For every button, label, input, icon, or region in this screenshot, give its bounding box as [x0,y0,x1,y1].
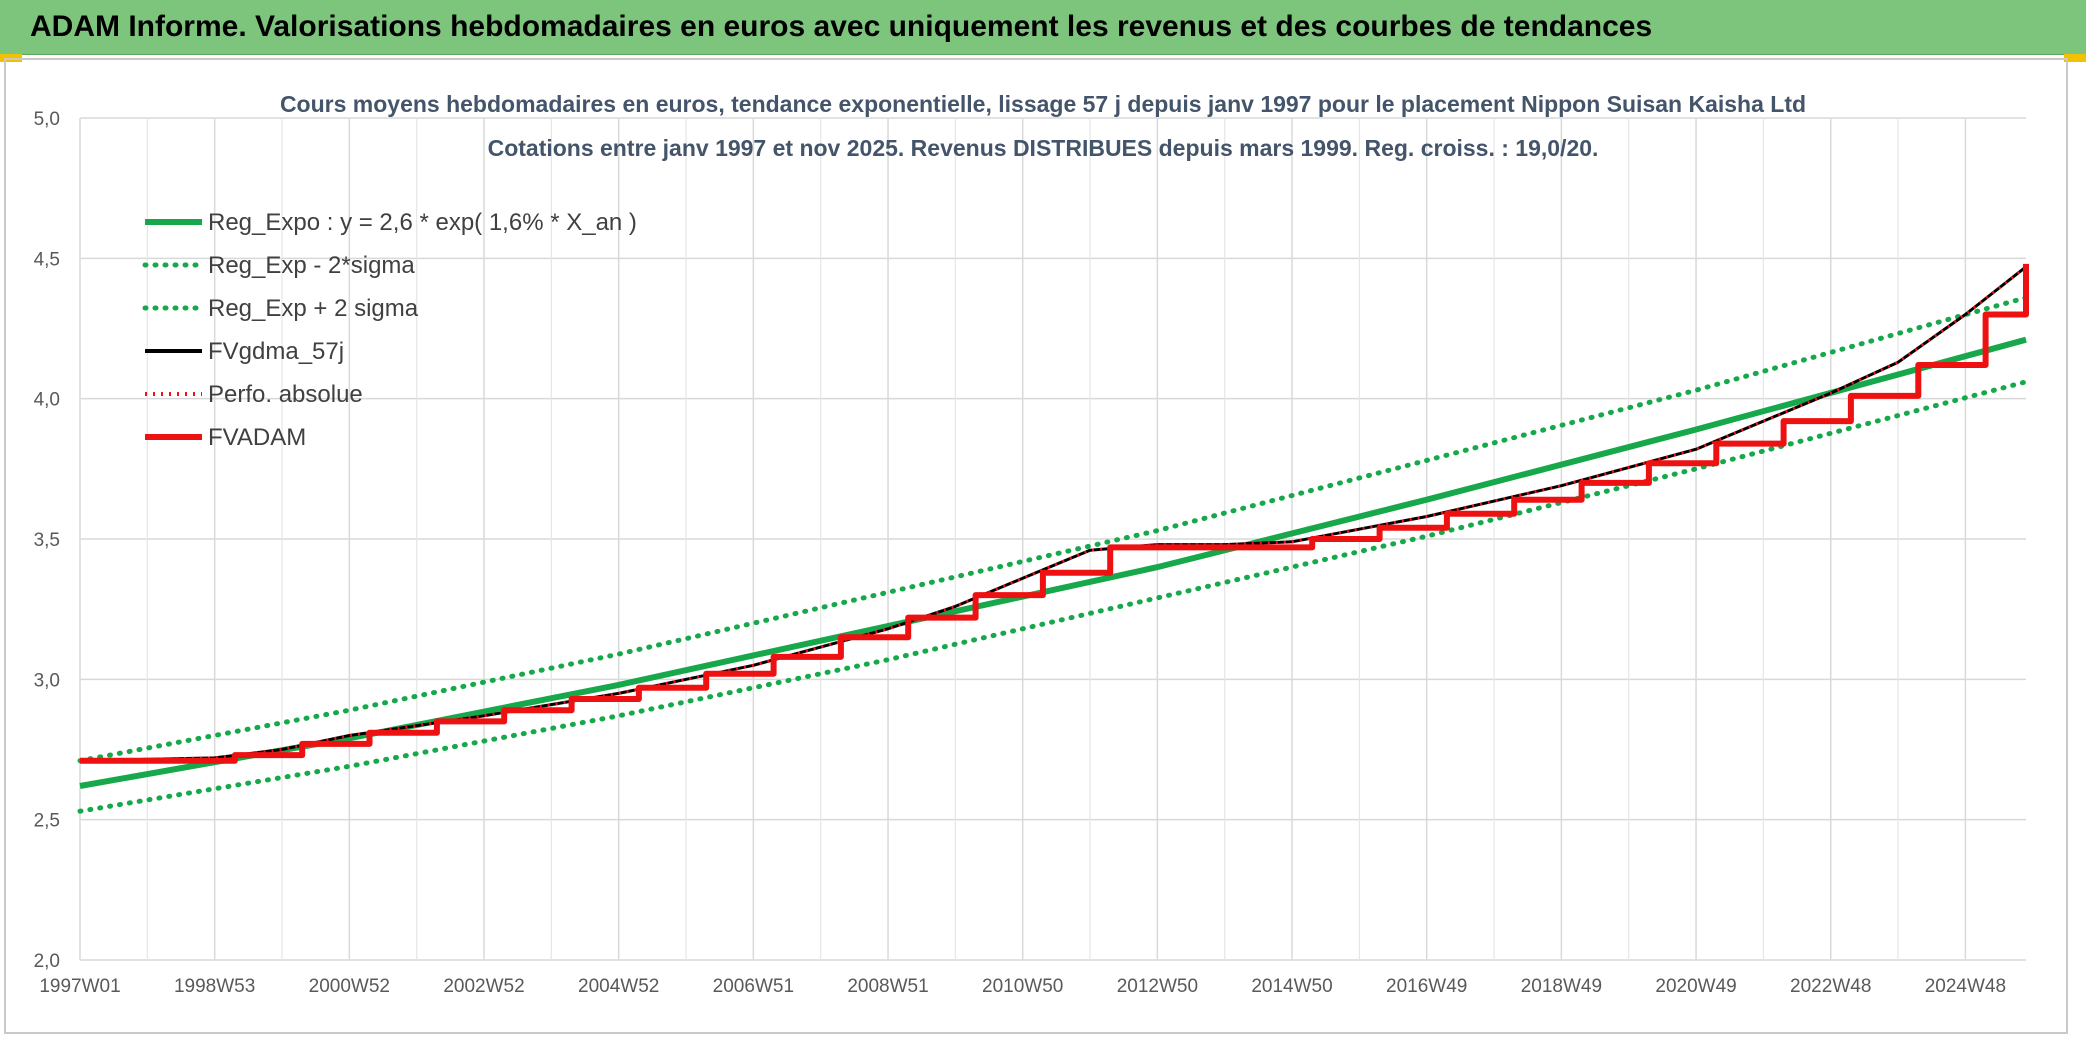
series-line-2 [77,295,2029,764]
series-line-5 [80,263,2029,764]
legend-label: FVgdma_57j [208,338,344,365]
header-bar: ADAM Informe. Valorisations hebdomadaire… [0,0,2086,55]
x-tick-label: 2004W52 [578,976,659,997]
x-axis: 1997W01 1998W53 2000W52 2002W52 2004W52 2006W… [39,976,2006,997]
legend-label: Reg_Expo : y = 2,6 * exp( 1,6% * X_an ) [208,209,637,236]
x-tick-label: 2020W49 [1655,976,1736,997]
corner-accent [2064,54,2086,62]
x-tick-label: 1998W53 [174,976,255,997]
x-tick-label: 2024W48 [1925,976,2006,997]
y-axis: 2,0 2,5 3,0 3,5 4,0 4,5 5,0 [34,109,60,972]
chart-title: Cours moyens hebdomadaires en euros, ten… [280,91,1806,117]
legend: Reg_Expo : y = 2,6 * exp( 1,6% * X_an ) R… [142,209,637,451]
x-tick-label: 2012W50 [1117,976,1198,997]
x-tick-label: 2000W52 [309,976,390,997]
y-tick-label: 2,5 [34,811,60,832]
legend-label: Reg_Exp - 2*sigma [208,252,415,279]
x-tick-label: 2022W48 [1790,976,1871,997]
x-tick-label: 2008W51 [847,976,928,997]
x-tick-label: 2016W49 [1386,976,1467,997]
page-title: ADAM Informe. Valorisations hebdomadaire… [30,10,1653,43]
x-tick-label: 2010W50 [982,976,1063,997]
series-line-1 [77,379,2029,814]
y-tick-label: 5,0 [34,109,60,130]
y-tick-label: 3,0 [34,670,60,691]
x-tick-label: 2002W52 [443,976,524,997]
series-layer [77,263,2029,814]
chart-frame [4,58,2068,1034]
grid [79,117,2026,961]
legend-label: Perfo. absolue [208,381,363,408]
x-tick-label: 2018W49 [1521,976,1602,997]
legend-label: Reg_Exp + 2 sigma [208,295,419,322]
x-tick-label: 2006W51 [713,976,794,997]
x-tick-label: 2014W50 [1251,976,1332,997]
chart-subtitle: Cotations entre janv 1997 et nov 2025. R… [488,135,1599,161]
series-line-4 [79,265,2027,763]
legend-label: FVADAM [208,424,306,451]
y-tick-label: 4,5 [34,249,60,270]
series-line-3 [79,265,2027,763]
x-tick-label: 1997W01 [39,976,120,997]
y-tick-label: 3,5 [34,530,60,551]
y-tick-label: 4,0 [34,390,60,411]
series-line-0 [79,336,2027,789]
y-tick-label: 2,0 [34,951,60,972]
